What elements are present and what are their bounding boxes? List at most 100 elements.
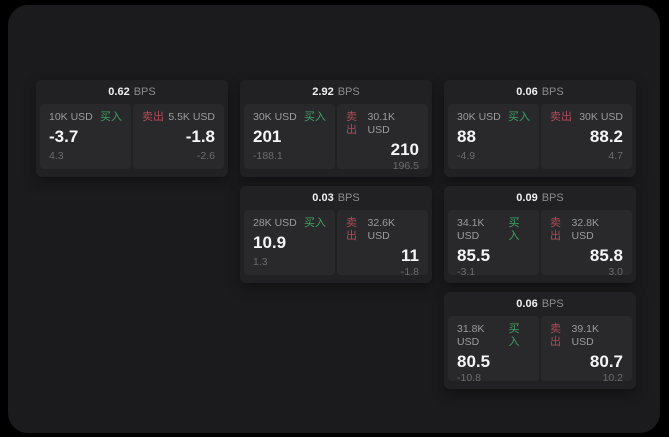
quote-tiles: 30K USD 买入 201 -188.1 卖出 30.1K USD 210 1… bbox=[244, 104, 428, 172]
sell-delta: 10.2 bbox=[602, 372, 623, 384]
sell-side-label: 卖出 bbox=[550, 111, 572, 123]
buy-side-label: 买入 bbox=[100, 111, 122, 123]
bps-unit-label: BPS bbox=[541, 86, 564, 98]
sell-amount: 39.1K USD bbox=[571, 323, 599, 348]
buy-tile-header: 28K USD 买入 bbox=[253, 217, 326, 230]
quote-tiles: 34.1K USD 买入 85.5 -3.1 卖出 32.8K USD 85.8… bbox=[448, 210, 632, 278]
buy-amount: 30K USD bbox=[457, 111, 501, 123]
sell-delta: -2.6 bbox=[196, 150, 215, 162]
buy-price: 88 bbox=[457, 127, 476, 146]
sell-price: 88.2 bbox=[589, 127, 623, 146]
sell-tile-header: 卖出 5.5K USD bbox=[142, 111, 215, 124]
card-header: 2.92 BPS bbox=[240, 80, 432, 104]
sell-amount: 30K USD bbox=[579, 111, 623, 123]
card-header: 0.06 BPS bbox=[444, 292, 636, 316]
bps-value: 0.03 bbox=[312, 192, 334, 204]
sell-amount: 5.5K USD bbox=[168, 111, 215, 123]
quote-tiles: 28K USD 买入 10.9 1.3 卖出 32.6K USD 11 -1.8 bbox=[244, 210, 428, 278]
quote-card: 0.03 BPS 28K USD 买入 10.9 1.3 卖出 32.6K US… bbox=[240, 186, 432, 283]
sell-price: 11 bbox=[401, 246, 419, 265]
bps-unit-label: BPS bbox=[133, 86, 156, 98]
sell-tile-header: 卖出 30K USD bbox=[550, 111, 623, 124]
buy-tile[interactable]: 28K USD 买入 10.9 1.3 bbox=[244, 210, 335, 275]
buy-tile[interactable]: 30K USD 买入 201 -188.1 bbox=[244, 104, 335, 169]
buy-delta: -188.1 bbox=[253, 150, 283, 162]
bps-value: 0.09 bbox=[516, 192, 538, 204]
sell-side-label: 卖出 bbox=[346, 217, 357, 242]
quote-card: 2.92 BPS 30K USD 买入 201 -188.1 卖出 30.1K … bbox=[240, 80, 432, 177]
buy-side-label: 买入 bbox=[304, 111, 326, 123]
sell-price: 85.8 bbox=[589, 246, 623, 265]
buy-tile-header: 30K USD 买入 bbox=[253, 111, 326, 124]
quote-tiles: 10K USD 买入 -3.7 4.3 卖出 5.5K USD -1.8 -2.… bbox=[40, 104, 224, 169]
buy-price: 10.9 bbox=[253, 233, 287, 252]
bps-value: 0.06 bbox=[516, 298, 538, 310]
sell-side-label: 卖出 bbox=[142, 111, 164, 123]
buy-tile-header: 10K USD 买入 bbox=[49, 111, 122, 124]
sell-tile-header: 卖出 39.1K USD bbox=[550, 323, 623, 349]
app-panel: 0.62 BPS 10K USD 买入 -3.7 4.3 卖出 5.5K USD… bbox=[8, 5, 660, 433]
buy-price: 80.5 bbox=[457, 352, 491, 371]
buy-tile-header: 34.1K USD 买入 bbox=[457, 217, 530, 243]
buy-tile[interactable]: 30K USD 买入 88 -4.9 bbox=[448, 104, 539, 169]
sell-delta: 3.0 bbox=[608, 266, 623, 278]
sell-tile[interactable]: 卖出 5.5K USD -1.8 -2.6 bbox=[133, 104, 224, 169]
quote-card: 0.06 BPS 30K USD 买入 88 -4.9 卖出 30K USD 8… bbox=[444, 80, 636, 177]
sell-tile[interactable]: 卖出 30.1K USD 210 196.5 bbox=[337, 104, 428, 172]
quote-tiles: 31.8K USD 买入 80.5 -10.8 卖出 39.1K USD 80.… bbox=[448, 316, 632, 384]
buy-tile[interactable]: 31.8K USD 买入 80.5 -10.8 bbox=[448, 316, 539, 384]
sell-tile[interactable]: 卖出 39.1K USD 80.7 10.2 bbox=[541, 316, 632, 384]
buy-amount: 30K USD bbox=[253, 111, 297, 123]
buy-tile-header: 31.8K USD 买入 bbox=[457, 323, 530, 349]
buy-price: 85.5 bbox=[457, 246, 491, 265]
quote-card: 0.09 BPS 34.1K USD 买入 85.5 -3.1 卖出 32.8K… bbox=[444, 186, 636, 283]
sell-side-label: 卖出 bbox=[346, 111, 357, 136]
bps-unit-label: BPS bbox=[541, 192, 564, 204]
bps-value: 0.06 bbox=[516, 86, 538, 98]
card-header: 0.03 BPS bbox=[240, 186, 432, 210]
sell-tile-header: 卖出 32.6K USD bbox=[346, 217, 419, 243]
sell-tile[interactable]: 卖出 30K USD 88.2 4.7 bbox=[541, 104, 632, 169]
sell-delta: -1.8 bbox=[400, 266, 419, 278]
sell-side-label: 卖出 bbox=[550, 323, 561, 348]
buy-tile[interactable]: 10K USD 买入 -3.7 4.3 bbox=[40, 104, 131, 169]
buy-amount: 31.8K USD bbox=[457, 323, 485, 348]
sell-delta: 196.5 bbox=[392, 160, 419, 172]
buy-delta: 4.3 bbox=[49, 150, 64, 162]
sell-tile[interactable]: 卖出 32.6K USD 11 -1.8 bbox=[337, 210, 428, 278]
buy-delta: -10.8 bbox=[457, 372, 481, 384]
buy-tile[interactable]: 34.1K USD 买入 85.5 -3.1 bbox=[448, 210, 539, 278]
sell-price: -1.8 bbox=[185, 127, 215, 146]
quote-card: 0.06 BPS 31.8K USD 买入 80.5 -10.8 卖出 39.1… bbox=[444, 292, 636, 389]
quote-tiles: 30K USD 买入 88 -4.9 卖出 30K USD 88.2 4.7 bbox=[448, 104, 632, 169]
sell-price: 80.7 bbox=[589, 352, 623, 371]
sell-amount: 30.1K USD bbox=[367, 111, 395, 136]
buy-delta: -4.9 bbox=[457, 150, 476, 162]
bps-value: 0.62 bbox=[108, 86, 130, 98]
buy-side-label: 买入 bbox=[508, 323, 520, 348]
buy-amount: 34.1K USD bbox=[457, 217, 485, 242]
sell-amount: 32.8K USD bbox=[571, 217, 599, 242]
bps-value: 2.92 bbox=[312, 86, 334, 98]
buy-side-label: 买入 bbox=[508, 217, 520, 242]
buy-price: 201 bbox=[253, 127, 282, 146]
buy-side-label: 买入 bbox=[508, 111, 530, 123]
buy-amount: 10K USD bbox=[49, 111, 93, 123]
bps-unit-label: BPS bbox=[541, 298, 564, 310]
buy-delta: 1.3 bbox=[253, 256, 268, 268]
card-header: 0.09 BPS bbox=[444, 186, 636, 210]
buy-side-label: 买入 bbox=[304, 217, 326, 229]
buy-amount: 28K USD bbox=[253, 217, 297, 229]
card-header: 0.62 BPS bbox=[36, 80, 228, 104]
sell-tile-header: 卖出 30.1K USD bbox=[346, 111, 419, 137]
bps-unit-label: BPS bbox=[337, 192, 360, 204]
sell-side-label: 卖出 bbox=[550, 217, 561, 242]
card-header: 0.06 BPS bbox=[444, 80, 636, 104]
sell-tile-header: 卖出 32.8K USD bbox=[550, 217, 623, 243]
sell-amount: 32.6K USD bbox=[367, 217, 395, 242]
quote-card: 0.62 BPS 10K USD 买入 -3.7 4.3 卖出 5.5K USD… bbox=[36, 80, 228, 177]
sell-price: 210 bbox=[390, 140, 419, 159]
bps-unit-label: BPS bbox=[337, 86, 360, 98]
sell-delta: 4.7 bbox=[608, 150, 623, 162]
sell-tile[interactable]: 卖出 32.8K USD 85.8 3.0 bbox=[541, 210, 632, 278]
